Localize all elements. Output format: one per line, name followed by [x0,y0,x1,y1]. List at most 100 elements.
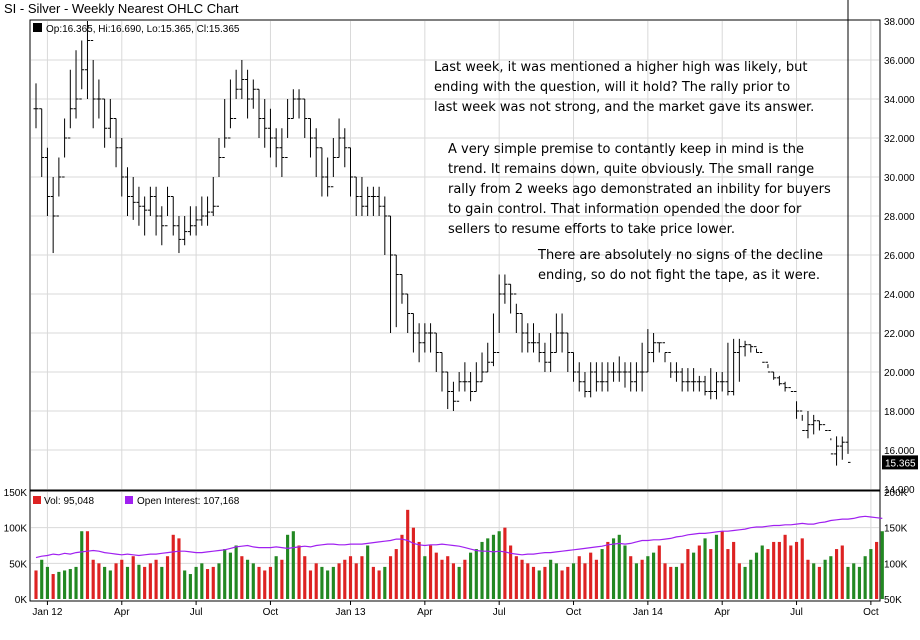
annotation-line: Last week, it was mentioned a higher hig… [434,60,808,75]
volume-bar [240,556,244,599]
open-interest-y-tick-label: 100K [884,559,908,570]
volume-bar [766,549,770,599]
ohlc-bar [490,313,496,367]
ohlc-bar [147,186,153,216]
ohlc-bar [222,99,228,158]
price-y-tick-label: 28.000 [884,212,915,223]
volume-bar [251,563,255,599]
volume-bar [491,534,496,599]
volume-bar [246,559,250,599]
volume-bar [514,556,518,599]
volume-bar [623,545,627,599]
volume-bar [629,556,633,599]
ohlc-bar [165,186,171,227]
volume-bar [640,559,644,599]
ohlc-bar [348,147,354,197]
ohlc-bar [130,177,136,220]
volume-bar [812,563,816,599]
volume-bar [411,527,415,599]
volume-bar [205,569,210,599]
ohlc-bar [79,40,85,100]
ohlc-bar [651,333,657,363]
ohlc-bar [376,186,382,216]
volume-bar [692,552,696,599]
annotation-group: Last week, it was mentioned a higher hig… [434,60,831,283]
ohlc-bar [90,40,96,129]
ohlc-bar [325,157,331,197]
annotation-line: sellers to resume efforts to take price … [448,222,735,237]
volume-bar [834,549,839,599]
annotation-line: to gain control. That information opende… [448,202,802,217]
volume-bar [686,549,690,599]
ohlc-bar [239,60,245,99]
volume-bar [383,566,387,599]
volume-bar [589,552,593,599]
volume-bar [154,559,158,599]
volume-y-tick-label: 150K [4,488,28,499]
price-y-tick-label: 14.000 [884,485,915,496]
volume-bar [652,552,656,599]
volume-bar [520,559,524,599]
ohlc-bar [662,342,668,363]
ohlc-bar [839,436,845,460]
ohlc-bar [668,352,674,378]
price-y-tick-label: 34.000 [884,95,915,106]
ohlc-bar [559,313,565,353]
volume-bar [497,531,501,599]
open-interest-y-tick-label: 50K [884,595,902,606]
x-tick-label: Oct [566,607,582,618]
ohlc-bar [433,332,439,372]
ohlc-bar [250,79,256,109]
ohlc-bar [44,147,50,216]
annotation-line: ending, so do not fight the tape, as it … [538,268,820,283]
volume-bar [732,541,736,599]
volume-bar [428,545,433,599]
volume-bar [137,564,141,599]
ohlc-bar [273,128,279,168]
annotation-line: trend. It remains down, quite obviously.… [448,162,814,177]
ohlc-bar [805,411,811,439]
ohlc-bar [462,362,468,392]
volume-bar [720,531,724,599]
volume-bar [772,541,776,599]
ohlc-bar [330,138,336,188]
open-interest-legend-swatch [125,496,133,504]
volume-bar [857,566,862,599]
volume-bar [709,549,713,599]
x-tick-label: Jan 14 [633,607,663,618]
ohlc-bar [428,323,434,353]
volume-bar [657,545,661,599]
ohlc-bar [33,83,39,129]
x-tick-label: Apr [417,607,433,618]
volume-bar [840,545,844,599]
volume-bar [343,559,347,599]
volume-bar [583,563,587,599]
volume-bar [451,563,456,599]
ohlc-bar [296,89,302,119]
ohlc-bar [479,352,485,383]
price-y-tick-label: 32.000 [884,134,915,145]
volume-bar [217,563,221,599]
volume-bar [617,534,621,599]
ohlc-bar [199,196,205,226]
ohlc-bar [342,128,348,168]
ohlc-bar [67,69,73,139]
volume-bar [852,563,856,599]
ohlc-bar [445,371,451,410]
volume-bar [737,563,741,599]
volume-bar [74,566,78,599]
volume-bar [789,545,793,599]
ohlc-bar [388,215,394,333]
volume-bar [377,570,381,599]
ohlc-bar [102,98,108,148]
ohlc-bar [771,371,777,380]
volume-bar [800,538,804,599]
ohlc-bar [119,138,125,197]
ohlc-bar [691,368,697,392]
volume-bar [600,549,604,599]
volume-bar [371,566,375,599]
ohlc-bar [159,206,165,246]
ohlc-bar [439,352,445,392]
volume-bar [669,566,673,599]
